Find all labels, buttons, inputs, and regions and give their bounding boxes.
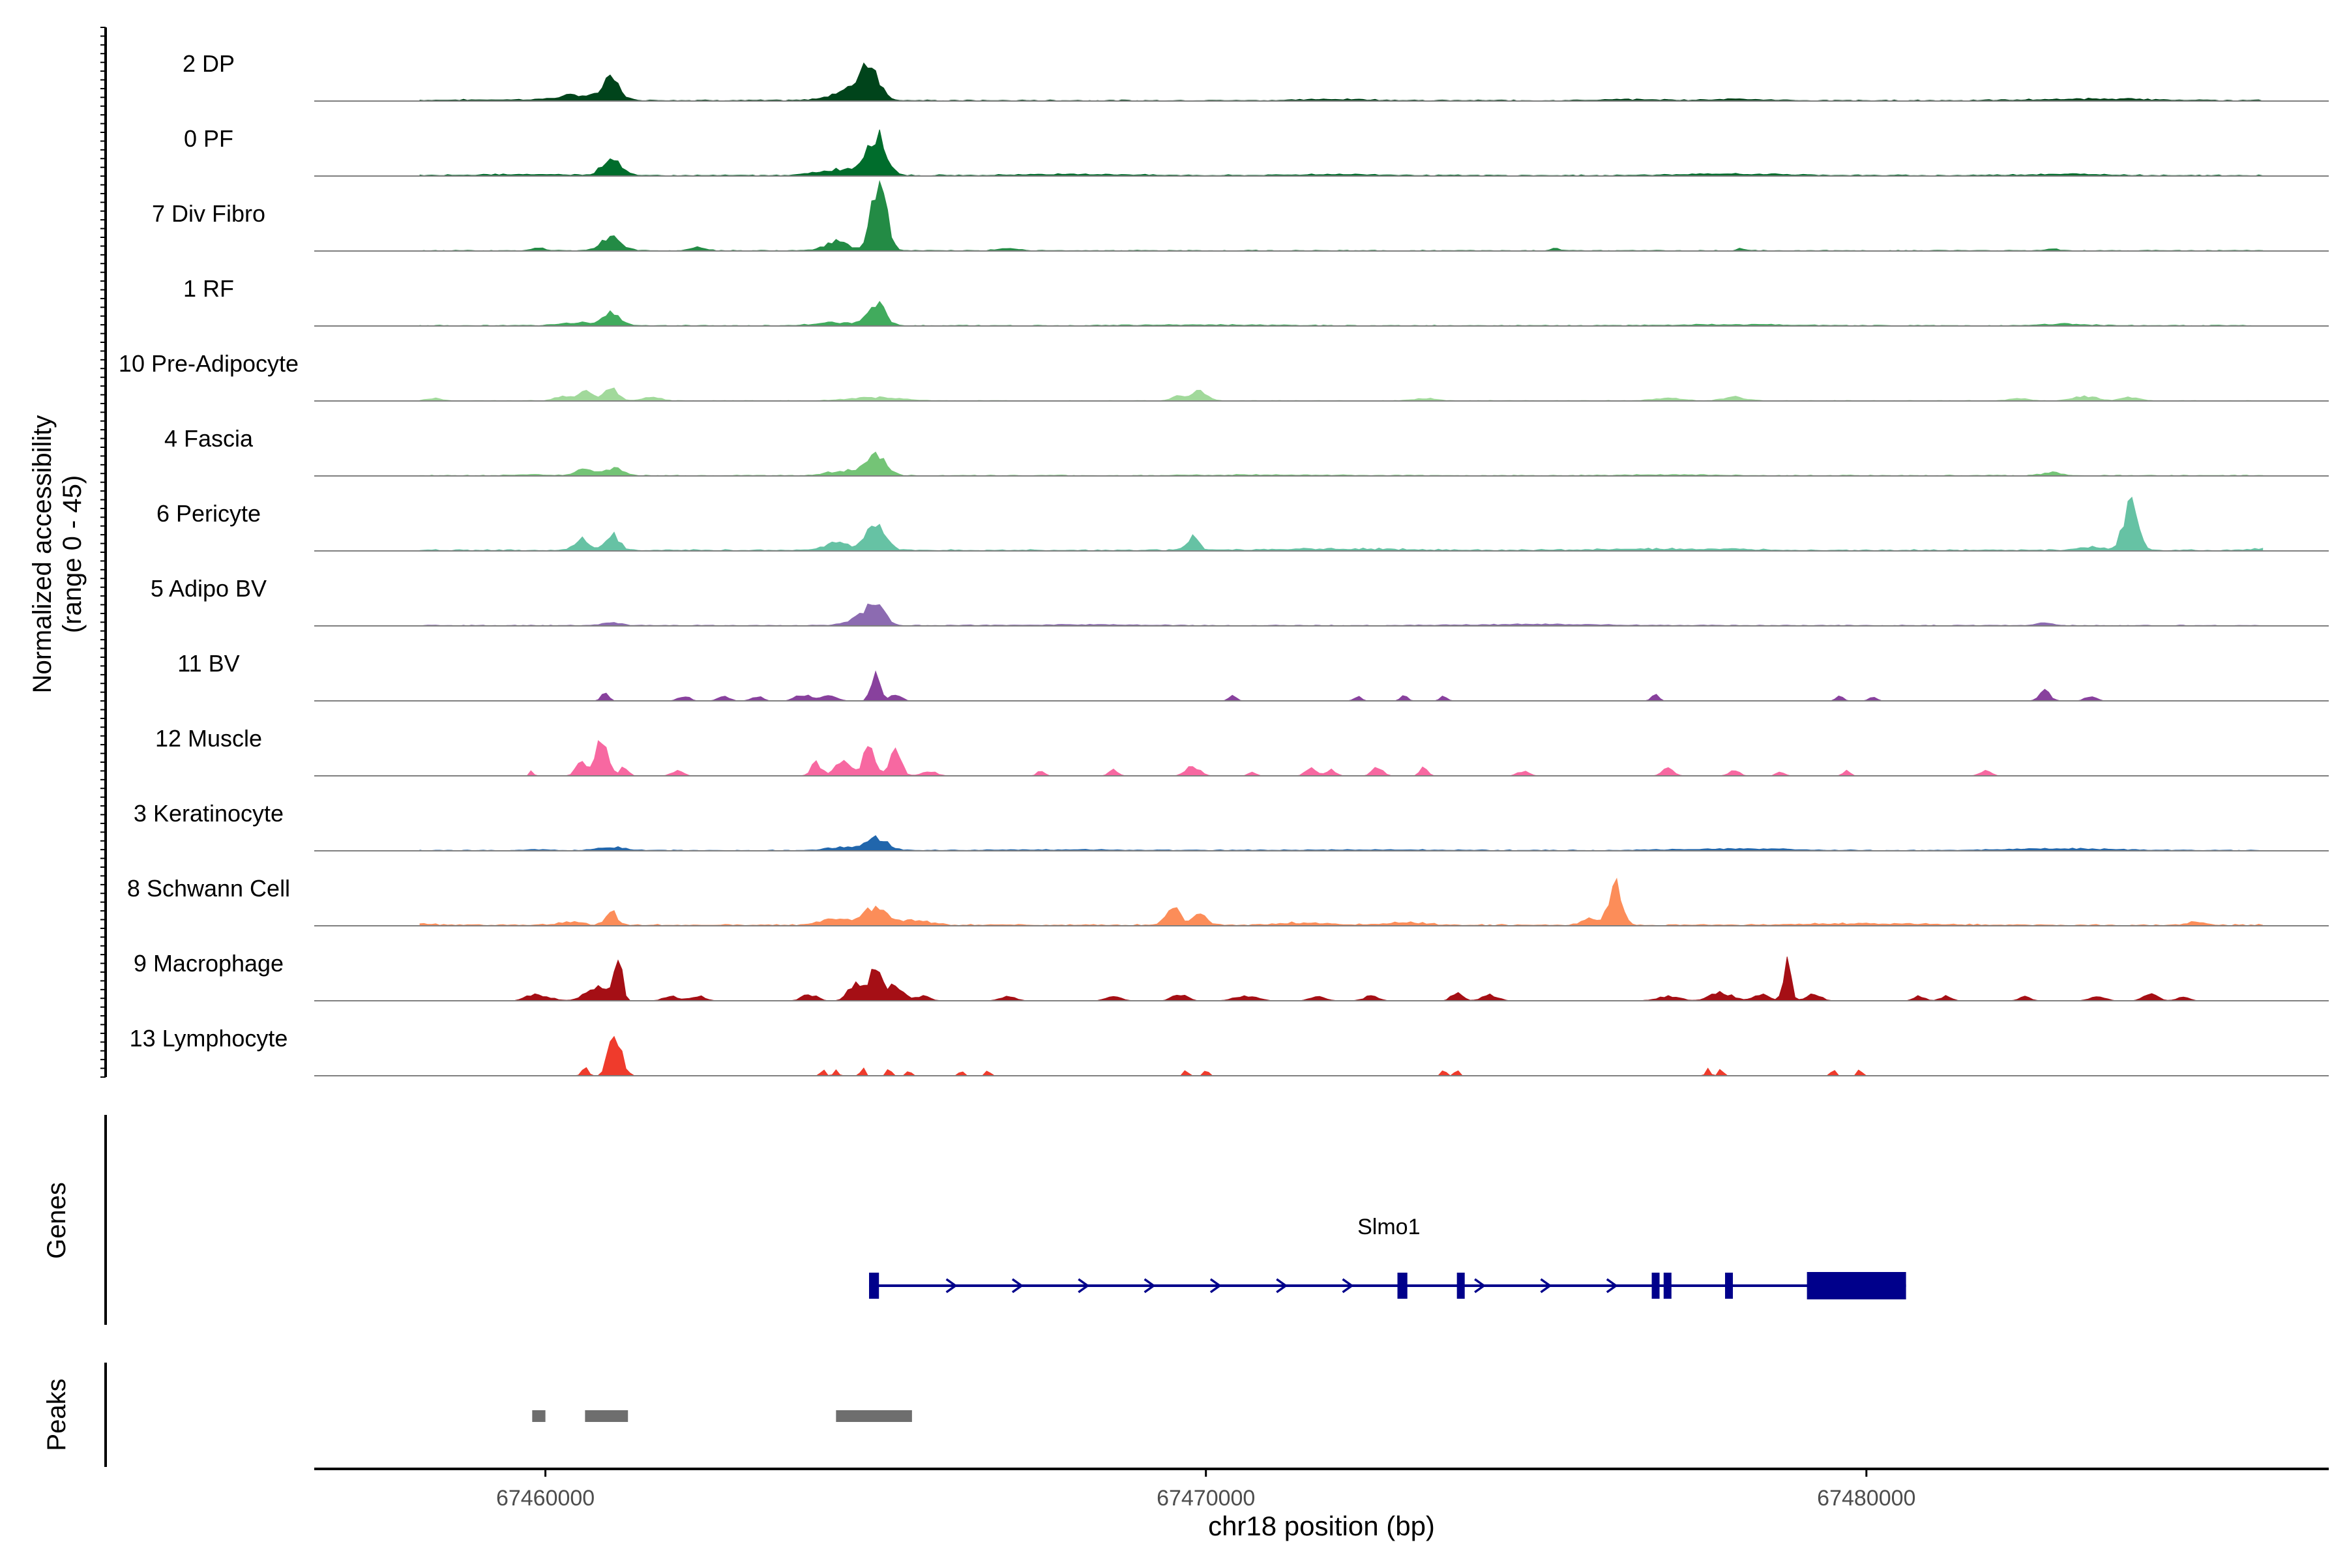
coverage-area (420, 670, 2263, 702)
gene-slmo1: Slmo1 (869, 1215, 1906, 1299)
track-label: 10 Pre-Adipocyte (119, 350, 299, 377)
coverage-area (420, 1035, 2263, 1076)
track-label: 7 Div Fibro (152, 200, 265, 227)
peak-region (532, 1410, 546, 1422)
track-label: 0 PF (184, 125, 233, 152)
exon (1456, 1273, 1465, 1299)
exon (1651, 1273, 1660, 1299)
y-axis-subtitle: (range 0 - 45) (58, 475, 87, 633)
track-0-pf: 0 PF (184, 125, 2329, 177)
track-2-dp: 2 DP (183, 50, 2329, 102)
strand-arrow (1342, 1278, 1354, 1294)
coverage-area (420, 740, 2263, 777)
x-axis-title: chr18 position (bp) (1208, 1511, 1435, 1541)
exon (869, 1273, 879, 1299)
coverage-area (420, 956, 2263, 1001)
track-6-pericyte: 6 Pericyte (156, 496, 2329, 552)
track-label: 1 RF (183, 275, 234, 302)
coverage-area (419, 301, 2263, 327)
track-8-schwann-cell: 8 Schwann Cell (127, 875, 2329, 926)
track-5-adipo-bv: 5 Adipo BV (151, 575, 2329, 627)
tracks-layer: 2 DP 0 PF 7 Div Fibro 1 RF 10 Pre-Adipocyte 4… (100, 27, 2329, 1078)
strand-arrow (1011, 1278, 1024, 1294)
coverage-area (419, 451, 2264, 477)
peaks-track (104, 1363, 912, 1467)
peaks-track-label: Peaks (42, 1378, 71, 1451)
track-label: 9 Macrophage (134, 950, 284, 977)
strand-arrow (1606, 1278, 1618, 1294)
track-10-pre-adipocyte: 10 Pre-Adipocyte (119, 350, 2329, 402)
track-12-muscle: 12 Muscle (155, 725, 2329, 777)
track-1-rf: 1 RF (183, 275, 2329, 327)
track-7-div-fibro: 7 Div Fibro (152, 180, 2329, 252)
strand-arrow (1209, 1278, 1222, 1294)
strand-arrow (945, 1278, 958, 1294)
coverage-area (419, 878, 2264, 926)
coverage-area (419, 62, 2263, 102)
strand-arrow (1474, 1278, 1486, 1294)
track-11-bv: 11 BV (177, 650, 2329, 702)
x-tick-label: 67470000 (1157, 1486, 1255, 1511)
genes-track: Slmo1 (104, 1115, 1906, 1325)
track-label: 2 DP (183, 50, 235, 77)
track-label: 5 Adipo BV (151, 575, 267, 602)
coverage-area (419, 129, 2264, 177)
strand-arrow (1078, 1278, 1090, 1294)
track-label: 3 Keratinocyte (134, 800, 284, 827)
track-13-lymphocyte: 13 Lymphocyte (130, 1025, 2329, 1076)
track-label: 8 Schwann Cell (127, 875, 290, 902)
track-9-macrophage: 9 Macrophage (134, 950, 2329, 1001)
coverage-area (420, 603, 2263, 627)
track-label: 12 Muscle (155, 725, 262, 752)
x-tick-label: 67460000 (496, 1486, 595, 1511)
track-4-fascia: 4 Fascia (164, 425, 2329, 477)
peak-region (836, 1410, 912, 1422)
coverage-area (420, 180, 2264, 252)
genes-track-label: Genes (42, 1182, 71, 1259)
strand-arrow (1540, 1278, 1552, 1294)
track-label: 4 Fascia (164, 425, 254, 452)
strand-arrow (1276, 1278, 1288, 1294)
gene-name: Slmo1 (1357, 1215, 1420, 1239)
track-label: 6 Pericyte (156, 500, 261, 527)
exon (1807, 1272, 1906, 1299)
track-label: 13 Lymphocyte (130, 1025, 288, 1052)
x-axis: 67460000 67470000 67480000 (314, 1468, 2329, 1511)
exon (1397, 1273, 1408, 1299)
track-3-keratinocyte: 3 Keratinocyte (134, 800, 2329, 851)
track-label: 11 BV (177, 650, 239, 677)
y-axis-title: Normalized accessibility (28, 415, 57, 694)
x-tick-label: 67480000 (1817, 1486, 1915, 1511)
exon (1663, 1273, 1672, 1299)
peak-region (585, 1410, 628, 1422)
strand-arrow (1144, 1278, 1156, 1294)
exon (1725, 1273, 1734, 1299)
coverage-area (419, 835, 2263, 851)
coverage-area (419, 387, 2264, 402)
coverage-area (419, 496, 2264, 552)
